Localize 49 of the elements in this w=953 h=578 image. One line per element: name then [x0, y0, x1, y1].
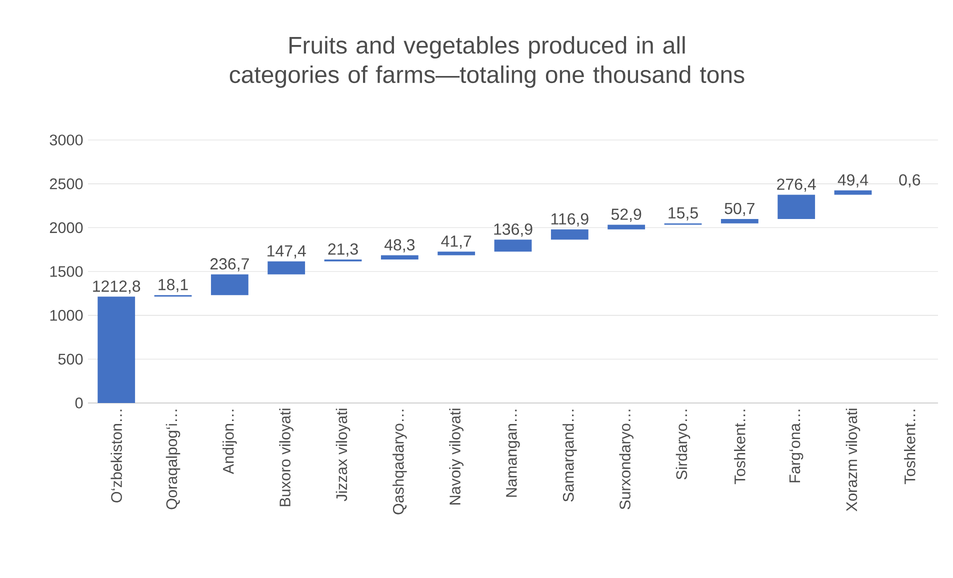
bar: [268, 261, 306, 274]
x-tick-label: O‘zbekiston…: [110, 410, 122, 502]
bar: [494, 240, 532, 252]
bar: [778, 194, 816, 219]
y-tick-label: 2500: [50, 178, 83, 190]
y-tick-label: 1500: [50, 266, 83, 277]
y-tick-label: 0: [75, 398, 83, 408]
data-label: 276,4: [777, 178, 816, 192]
data-label: 116,9: [551, 213, 588, 226]
data-label: 50,7: [724, 202, 754, 216]
x-tick-label: Jizzax viloyati: [336, 408, 350, 502]
x-tick-label: Samarqand…: [562, 410, 577, 502]
x-tick-label: Qoraqalpog‘i…: [166, 410, 180, 510]
data-label: 0,6: [899, 174, 920, 188]
bar: [380, 255, 418, 260]
x-tick-label: Navoiy viloyati: [449, 408, 464, 504]
chart-title: Fruits and vegetables produced in all categories of farms—totaling one thousand tons: [230, 36, 744, 88]
data-label: 236,7: [210, 258, 249, 272]
data-label: 18,1: [158, 278, 188, 292]
bar: [720, 218, 758, 224]
x-tick-label: Xorazm viloyati: [846, 408, 860, 512]
y-tick-label: 1000: [50, 310, 83, 321]
bar: [98, 296, 136, 403]
y-tick-label: 2000: [50, 222, 83, 234]
y-tick-label: 3000: [50, 134, 83, 146]
y-tick-label: 500: [58, 354, 83, 365]
data-label: 1212,8: [93, 280, 140, 294]
data-label: 15,5: [668, 207, 698, 220]
data-label: 136,9: [494, 224, 532, 237]
data-label: 52,9: [611, 208, 642, 222]
data-label: 147,4: [268, 245, 306, 258]
x-tick-label: Namangan…: [506, 410, 520, 497]
bar: [210, 274, 248, 296]
bar: [550, 229, 588, 240]
bar: [608, 224, 646, 230]
data-label: 21,3: [328, 243, 358, 257]
x-tick-label: Andijon…: [222, 410, 237, 474]
data-label: 41,7: [441, 236, 472, 249]
data-label: 49,4: [838, 174, 868, 188]
x-tick-label: Sirdaryo…: [676, 410, 690, 480]
x-tick-label: Toshkent…: [904, 410, 916, 484]
data-label: 48,3: [384, 239, 415, 252]
x-tick-label: Buxoro viloyati: [279, 408, 294, 506]
x-tick-label: Farg‘ona…: [789, 410, 804, 482]
x-tick-label: Toshkent…: [734, 410, 746, 484]
x-tick-label: Surxondaryo…: [619, 410, 634, 510]
bar: [834, 190, 872, 195]
x-tick-label: Qashqadaryo…: [392, 410, 407, 514]
bar: [438, 252, 476, 256]
